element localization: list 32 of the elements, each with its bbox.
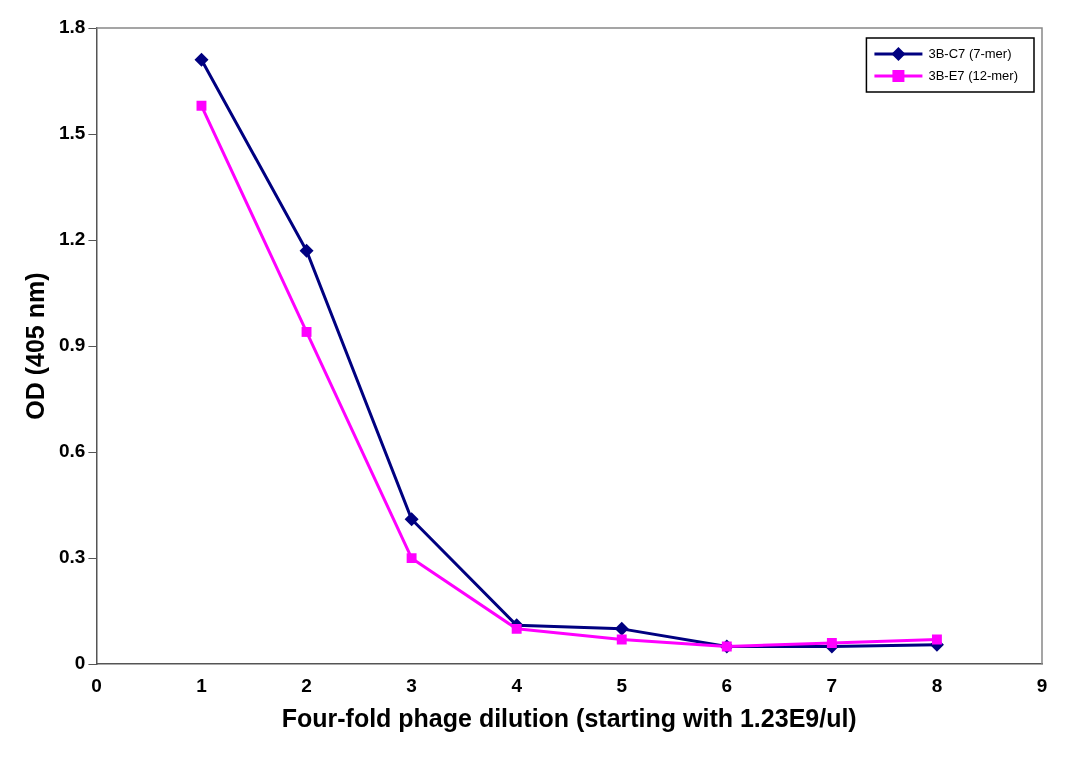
point (194, 52, 209, 67)
point (301, 327, 312, 337)
legend-label: 3B-C7 (7-mer) (928, 45, 1012, 61)
y-tick-label: 0.9 (58, 334, 86, 356)
x-axis-title: Four-fold phage dilution (starting with 1.23E9/ul) (281, 703, 857, 732)
point (196, 100, 207, 111)
legend-label: 3B-E7 (12-mer) (928, 67, 1018, 83)
x-tick-label: 8 (931, 674, 943, 696)
x-tick-label: 5 (616, 674, 628, 696)
y-tick-label: 0.3 (58, 546, 86, 568)
point (299, 243, 314, 258)
x-tick-label: 6 (721, 674, 733, 696)
x-tick-label: 7 (826, 674, 838, 696)
y-tick-label: 0.6 (58, 440, 86, 462)
point (826, 638, 837, 648)
point (614, 621, 629, 636)
point (511, 623, 522, 634)
x-tick-label: 9 (1036, 674, 1048, 696)
x-tick-label: 1 (196, 674, 208, 696)
y-tick-label: 1.2 (58, 228, 86, 250)
point (931, 634, 942, 645)
point (404, 512, 419, 527)
x-tick-label: 4 (511, 674, 523, 696)
x-tick-label: 2 (301, 674, 312, 696)
y-tick-label: 1.8 (58, 16, 86, 38)
y-axis-title: OD (405 nm) (20, 272, 49, 420)
y-tick-label: 1.5 (58, 122, 86, 144)
point (406, 553, 417, 564)
point (616, 634, 627, 645)
x-tick-label: 3 (406, 674, 417, 696)
x-tick-label: 0 (91, 674, 102, 696)
y-tick-label: 0 (74, 652, 86, 674)
